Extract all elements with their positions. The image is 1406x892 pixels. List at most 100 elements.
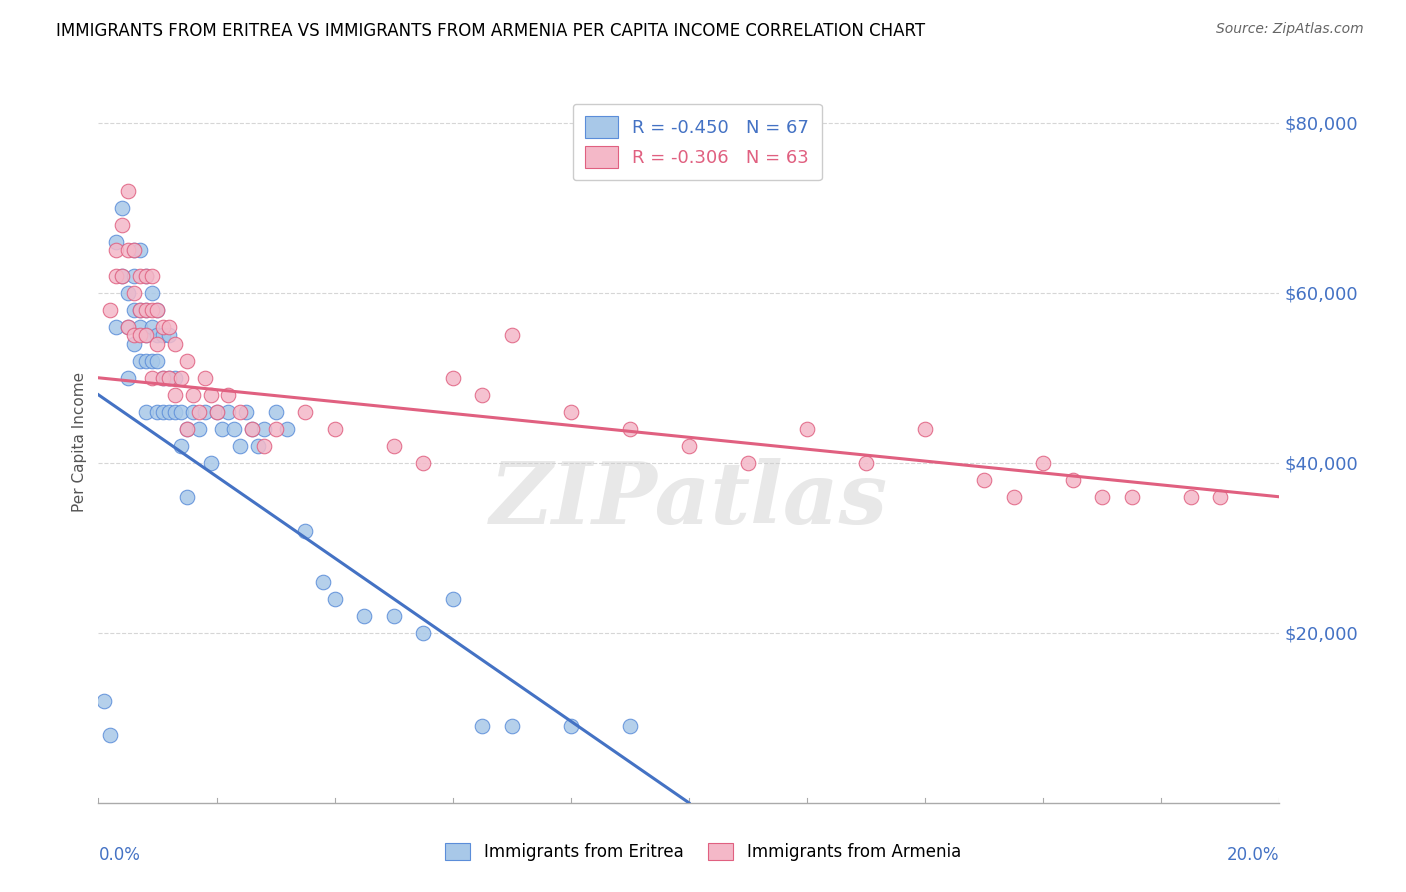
Point [855,456,877,470]
Point [165,371,187,385]
Point [211,422,233,436]
Point [501,719,523,733]
Point [93,694,115,708]
Point [294,405,316,419]
Point [135,268,157,283]
Point [105,235,128,249]
Point [323,591,346,606]
Point [128,244,150,258]
Point [152,371,174,385]
Point [246,439,269,453]
Point [1091,490,1114,504]
Point [235,405,257,419]
Point [560,405,582,419]
Point [382,608,405,623]
Point [471,388,494,402]
Point [135,302,157,317]
Point [111,218,134,232]
Point [117,285,139,300]
Point [122,244,145,258]
Point [122,302,145,317]
Point [170,371,193,385]
Point [1032,456,1054,470]
Point [176,353,198,368]
Point [117,184,139,198]
Point [294,524,316,538]
Y-axis label: Per Capita Income: Per Capita Income [72,371,87,512]
Point [170,439,193,453]
Point [152,371,174,385]
Point [441,591,464,606]
Point [111,201,134,215]
Point [560,719,582,733]
Point [141,371,163,385]
Point [128,328,150,343]
Point [117,319,139,334]
Point [737,456,759,470]
Point [152,319,174,334]
Point [181,405,204,419]
Point [229,439,252,453]
Point [111,268,134,283]
Point [165,405,187,419]
Point [128,319,150,334]
Point [141,302,163,317]
Legend: R = -0.450   N = 67, R = -0.306   N = 63: R = -0.450 N = 67, R = -0.306 N = 63 [572,103,821,180]
Point [165,336,187,351]
Point [146,336,169,351]
Point [152,405,174,419]
Point [264,422,287,436]
Point [122,244,145,258]
Point [441,371,464,385]
Point [973,473,995,487]
Point [194,405,217,419]
Point [181,388,204,402]
Point [796,422,818,436]
Point [240,422,263,436]
Point [135,328,157,343]
Point [157,371,180,385]
Point [619,719,641,733]
Point [1180,490,1202,504]
Point [200,456,222,470]
Point [229,405,252,419]
Text: 20.0%: 20.0% [1227,847,1279,864]
Point [117,371,139,385]
Point [105,244,128,258]
Point [135,328,157,343]
Point [122,268,145,283]
Point [122,285,145,300]
Point [176,422,198,436]
Point [224,422,246,436]
Point [157,405,180,419]
Point [146,328,169,343]
Point [1121,490,1143,504]
Point [146,302,169,317]
Point [128,353,150,368]
Point [412,625,434,640]
Point [205,405,228,419]
Point [253,439,276,453]
Point [111,268,134,283]
Text: 0.0%: 0.0% [98,847,141,864]
Point [312,574,335,589]
Text: IMMIGRANTS FROM ERITREA VS IMMIGRANTS FROM ARMENIA PER CAPITA INCOME CORRELATION: IMMIGRANTS FROM ERITREA VS IMMIGRANTS FR… [56,22,925,40]
Point [353,608,375,623]
Legend: Immigrants from Eritrea, Immigrants from Armenia: Immigrants from Eritrea, Immigrants from… [439,836,967,868]
Point [157,328,180,343]
Point [276,422,298,436]
Point [914,422,936,436]
Point [412,456,434,470]
Point [141,319,163,334]
Point [122,328,145,343]
Point [619,422,641,436]
Point [323,422,346,436]
Point [117,319,139,334]
Point [205,405,228,419]
Point [135,353,157,368]
Point [146,353,169,368]
Point [217,405,239,419]
Point [170,405,193,419]
Point [187,405,209,419]
Point [152,328,174,343]
